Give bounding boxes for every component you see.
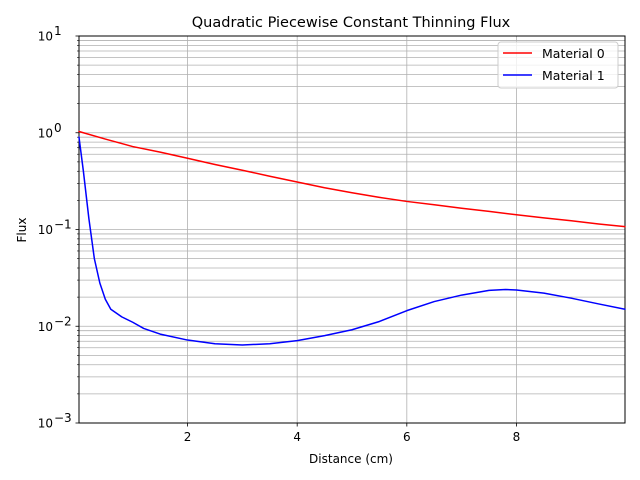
- y-tick-label: 10: [38, 126, 53, 140]
- series-lines: [78, 130, 626, 346]
- y-tick-exponent: −1: [54, 218, 72, 232]
- y-tick-label: 10: [38, 223, 53, 237]
- legend: Material 0 Material 1: [497, 41, 619, 89]
- y-tick-label: 10: [38, 30, 53, 44]
- series-line-material-0: [78, 130, 626, 228]
- y-tick-label: 10: [38, 417, 53, 431]
- x-tick-label: 4: [293, 430, 301, 444]
- y-tick-exponent: −2: [54, 314, 72, 328]
- series-line-material-1: [78, 136, 626, 346]
- chart-title: Quadratic Piecewise Constant Thinning Fl…: [192, 15, 511, 31]
- legend-label-material-1: Material 1: [542, 68, 605, 83]
- legend-label-material-0: Material 0: [542, 46, 605, 61]
- y-tick-exponent: 1: [54, 24, 62, 38]
- grid: [79, 35, 625, 424]
- y-axis-label: Flux: [15, 218, 29, 243]
- x-tick-label: 8: [513, 430, 521, 444]
- x-tick-label: 6: [403, 430, 411, 444]
- y-tick-label: 10: [38, 320, 53, 334]
- y-tick-exponent: 0: [54, 121, 62, 135]
- x-tick-label: 2: [184, 430, 192, 444]
- x-axis-label: Distance (cm): [309, 452, 393, 466]
- y-tick-exponent: −3: [54, 411, 72, 425]
